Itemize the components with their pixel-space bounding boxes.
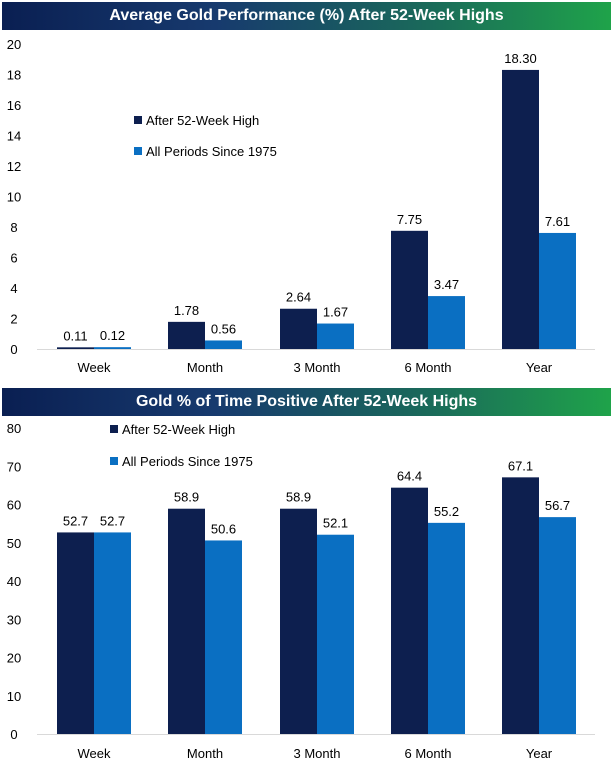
bar-after-52-week-high-3 [391,230,428,349]
data-label: 52.1 [323,516,348,531]
legend-label: All Periods Since 1975 [122,454,253,469]
chart-1-plot: 0 2 4 6 8 10 12 14 16 18 20 0.11 1.78 2.64 7.75 18.30 0.… [7,37,595,375]
x-tick-label: Week [78,746,111,761]
data-label: 64.4 [397,469,422,484]
y-tick-label: 20 [7,651,21,666]
bar-after-52-week-high-1 [168,508,205,734]
bar-after-52-week-high-4 [502,69,539,350]
data-label: 0.11 [63,328,87,343]
bar-all-periods-1 [205,340,242,349]
data-label: 56.7 [545,498,570,513]
y-tick-label: 16 [7,98,21,113]
y-tick-label: 70 [7,459,21,474]
y-tick-label: 2 [10,312,17,327]
y-tick-label: 20 [7,37,21,52]
data-label: 1.67 [323,305,348,320]
bar-after-52-week-high-3 [391,487,428,734]
y-tick-label: 40 [7,574,21,589]
bar-after-52-week-high-2 [280,308,317,349]
y-tick-label: 10 [7,190,21,205]
x-tick-label: 6 Month [405,746,452,761]
chart-1-title: Average Gold Performance (%) After 52-We… [2,2,611,30]
data-label: 18.30 [504,51,537,66]
legend-swatch [134,147,142,155]
x-tick-label: Week [78,360,111,375]
y-tick-label: 6 [10,251,17,266]
bar-after-52-week-high-0 [57,532,94,734]
legend-label: All Periods Since 1975 [146,144,277,159]
y-tick-label: 14 [7,129,21,144]
x-tick-label: Month [187,360,223,375]
y-tick-label: 18 [7,68,21,83]
x-tick-label: 3 Month [294,360,341,375]
y-tick-label: 12 [7,159,21,174]
data-label: 7.75 [397,212,422,227]
y-tick-label: 4 [10,281,17,296]
bar-all-periods-3 [428,296,465,349]
legend-label: After 52-Week High [122,422,235,437]
data-label: 3.47 [434,277,459,292]
x-tick-label: 6 Month [405,360,452,375]
data-label: 2.64 [286,290,311,305]
x-tick-label: 3 Month [294,746,341,761]
legend-swatch [110,457,118,465]
y-tick-label: 30 [7,612,21,627]
data-label: 58.9 [174,490,199,505]
bar-all-periods-0 [94,532,131,734]
data-label: 52.7 [63,513,88,528]
data-label: 67.1 [508,458,533,473]
chart-2-plot: 0 10 20 30 40 50 60 70 80 52.7 58.9 58.9 64.4 67.1 52.… [7,421,595,761]
data-label: 1.78 [174,303,199,318]
legend-swatch [134,116,142,124]
data-label: 52.7 [100,513,125,528]
y-tick-label: 10 [7,689,21,704]
data-label: 58.9 [286,490,311,505]
legend-swatch [110,425,118,433]
y-tick-label: 80 [7,421,21,436]
bar-all-periods-0 [94,347,131,349]
y-tick-label: 60 [7,498,21,513]
x-tick-label: Month [187,746,223,761]
y-tick-label: 8 [10,220,17,235]
bar-all-periods-2 [317,534,354,734]
bar-after-52-week-high-4 [502,477,539,734]
bar-all-periods-3 [428,522,465,734]
y-tick-label: 0 [10,727,17,742]
data-label: 0.12 [100,328,125,343]
data-label: 0.56 [211,321,236,336]
data-label: 55.2 [434,504,459,519]
y-tick-label: 0 [10,342,17,357]
chart-2-title: Gold % of Time Positive After 52-Week Hi… [2,388,611,416]
bar-all-periods-1 [205,540,242,734]
bar-all-periods-4 [539,232,576,349]
x-tick-label: Year [526,360,553,375]
legend-label: After 52-Week High [146,113,259,128]
bar-after-52-week-high-2 [280,508,317,734]
bar-after-52-week-high-1 [168,321,205,349]
bar-after-52-week-high-0 [57,347,94,349]
data-label: 7.61 [545,214,570,229]
data-label: 50.6 [211,521,236,536]
x-tick-label: Year [526,746,553,761]
y-tick-label: 50 [7,536,21,551]
bar-all-periods-2 [317,323,354,349]
bar-all-periods-4 [539,517,576,734]
